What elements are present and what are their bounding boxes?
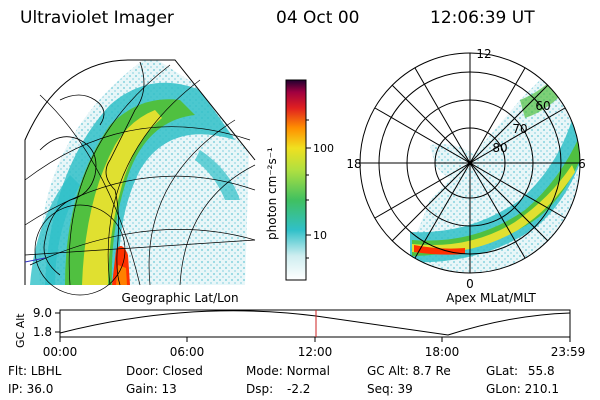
info-flt: Flt: LBHL [8, 364, 62, 378]
mlat-label-70: 70 [512, 122, 527, 136]
colorbar-tick-10: 10 [313, 229, 327, 242]
date-label: 04 Oct 00 [276, 8, 360, 28]
colorbar-unit-label: photon cm⁻²s⁻¹ [265, 147, 279, 240]
colorbar-tick-100: 100 [313, 142, 334, 155]
altitude-xtick-1800: 18:00 [425, 345, 460, 359]
geographic-map [24, 59, 256, 296]
altitude-ylabel: GC Alt [14, 313, 27, 348]
info-gc-alt: GC Alt: 8.7 Re [367, 364, 451, 378]
mlt-label-12: 12 [476, 47, 491, 61]
info-door: Door: Closed [126, 364, 203, 378]
colorbar [285, 79, 311, 281]
info-glat: GLat: 55.8 [486, 364, 555, 378]
left-panel-caption: Geographic Lat/Lon [121, 291, 238, 305]
info-mode: Mode: Normal [246, 364, 330, 378]
altitude-xtick-0000: 00:00 [43, 345, 78, 359]
polar-map [359, 52, 581, 274]
info-seq: Seq: 39 [367, 382, 413, 396]
altitude-ytick-max: 9.0 [33, 306, 52, 320]
right-panel-caption: Apex MLat/MLT [446, 291, 536, 305]
mlat-label-60: 60 [535, 99, 550, 113]
info-gain: Gain: 13 [126, 382, 177, 396]
info-dsp: Dsp: -2.2 [246, 382, 311, 396]
altitude-plot [55, 309, 571, 342]
info-ip: IP: 36.0 [8, 382, 54, 396]
time-label: 12:06:39 UT [430, 8, 535, 28]
mlt-label-0: 0 [466, 277, 474, 291]
mlt-label-6: 6 [578, 157, 586, 171]
altitude-xtick-1200: 12:00 [298, 345, 333, 359]
app-title: Ultraviolet Imager [20, 8, 174, 28]
altitude-xtick-0600: 06:00 [170, 345, 205, 359]
mlt-label-18: 18 [346, 157, 361, 171]
altitude-xtick-2359: 23:59 [551, 345, 586, 359]
info-glon: GLon: 210.1 [486, 382, 559, 396]
mlat-label-80: 80 [492, 141, 507, 155]
altitude-ytick-min: 1.8 [33, 325, 52, 339]
